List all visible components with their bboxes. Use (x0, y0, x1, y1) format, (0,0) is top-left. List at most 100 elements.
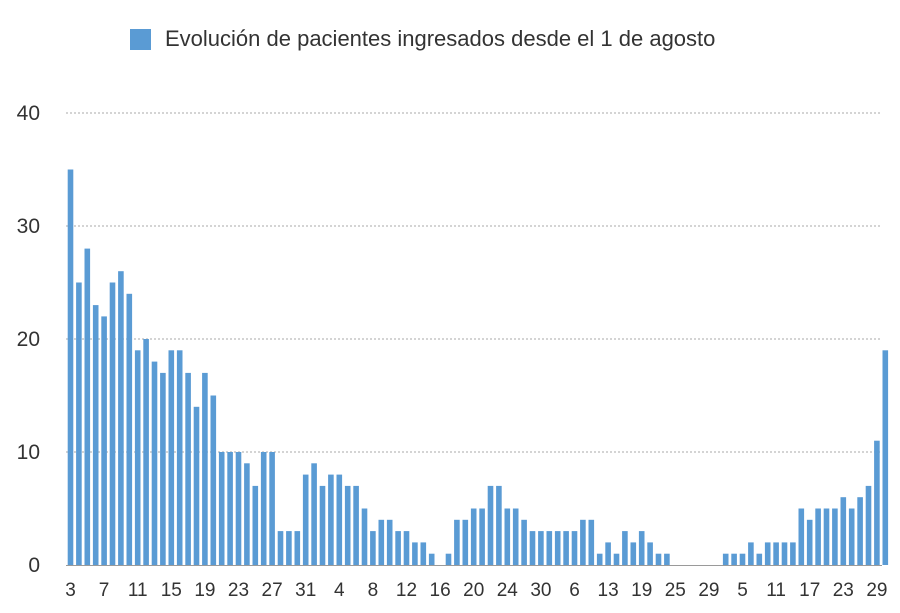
bar (496, 485, 502, 565)
bar (874, 440, 880, 565)
bar (109, 282, 116, 565)
bar (470, 508, 477, 565)
bar (454, 519, 460, 565)
bar (546, 531, 553, 565)
bar (193, 406, 200, 565)
y-tick-label: 10 (17, 441, 40, 464)
bar (344, 485, 351, 565)
bar (538, 531, 544, 565)
bar (151, 361, 158, 565)
bar (395, 531, 401, 565)
bar (664, 553, 670, 565)
bar (722, 553, 729, 565)
x-tick-label: 29 (866, 580, 887, 601)
bar (118, 271, 124, 565)
x-tick-label: 20 (463, 580, 484, 601)
legend-swatch (130, 28, 151, 50)
x-tick-label: 24 (497, 580, 519, 601)
bar (647, 542, 653, 565)
x-tick-label: 15 (161, 580, 182, 601)
bar (840, 497, 847, 565)
bar (806, 519, 813, 565)
bar (428, 553, 435, 565)
bar (92, 305, 99, 565)
x-tick-label: 29 (698, 580, 719, 601)
x-tick-label: 12 (396, 580, 417, 601)
bar (294, 531, 301, 565)
bar (571, 531, 578, 565)
bar (748, 542, 754, 565)
bar (244, 463, 250, 565)
bar (210, 395, 217, 565)
bar (815, 508, 821, 565)
bar (160, 372, 166, 565)
y-tick-label: 30 (17, 215, 40, 238)
bar (554, 531, 561, 565)
bar (328, 474, 334, 565)
bar (563, 531, 569, 565)
bar (403, 531, 410, 565)
bar (739, 553, 746, 565)
x-tick-label: 19 (631, 580, 652, 601)
bar (353, 485, 359, 565)
x-tick-label: 23 (833, 580, 854, 601)
bar (445, 553, 452, 565)
x-tick-label: 5 (737, 580, 748, 601)
bar (252, 485, 259, 565)
bar (798, 508, 805, 565)
x-tick-label: 3 (65, 580, 76, 601)
chart-legend: Evolución de pacientes ingresados desde … (130, 26, 715, 52)
bar (848, 508, 855, 565)
bar (302, 474, 309, 565)
bar (84, 248, 91, 565)
bar (764, 542, 771, 565)
x-tick-label: 4 (334, 580, 345, 601)
bar (655, 553, 662, 565)
bar (857, 497, 863, 565)
bar (622, 531, 628, 565)
bar (319, 485, 326, 565)
bar (227, 452, 233, 565)
bar (756, 553, 763, 565)
y-axis-ticks: 0 10 20 30 40 (17, 102, 40, 577)
x-tick-label: 23 (228, 580, 249, 601)
bar (823, 508, 830, 565)
bar (512, 508, 519, 565)
x-tick-label: 31 (295, 580, 316, 601)
bar (361, 508, 368, 565)
bar (76, 282, 82, 565)
bar (487, 485, 494, 565)
bar (386, 519, 393, 565)
x-tick-label: 11 (128, 580, 148, 601)
x-tick-label: 6 (569, 580, 580, 601)
bar (277, 531, 284, 565)
x-tick-label: 27 (262, 580, 283, 601)
bar (638, 531, 645, 565)
legend-label: Evolución de pacientes ingresados desde … (165, 26, 716, 51)
bar (311, 463, 317, 565)
bar (269, 452, 275, 565)
x-tick-label: 25 (665, 580, 686, 601)
x-axis-ticks: 3 7 11 15 19 23 27 31 4 8 12 16 20 24 30 6 13 19 25 29 5 11 17… (65, 580, 887, 601)
bar (378, 519, 385, 565)
y-tick-label: 40 (17, 102, 40, 125)
bar (731, 553, 737, 565)
y-tick-label: 20 (17, 328, 40, 351)
bar (781, 542, 788, 565)
bar (479, 508, 485, 565)
bar (529, 531, 536, 565)
bar (613, 553, 620, 565)
x-tick-label: 11 (766, 580, 786, 601)
bar (168, 350, 175, 565)
bar (882, 350, 889, 565)
bar (596, 553, 603, 565)
bar (630, 542, 637, 565)
bar (126, 293, 133, 565)
bar (462, 519, 469, 565)
y-tick-label: 0 (28, 554, 40, 577)
bar (521, 519, 527, 565)
bar (176, 350, 183, 565)
bar (101, 316, 107, 565)
bar (286, 531, 292, 565)
